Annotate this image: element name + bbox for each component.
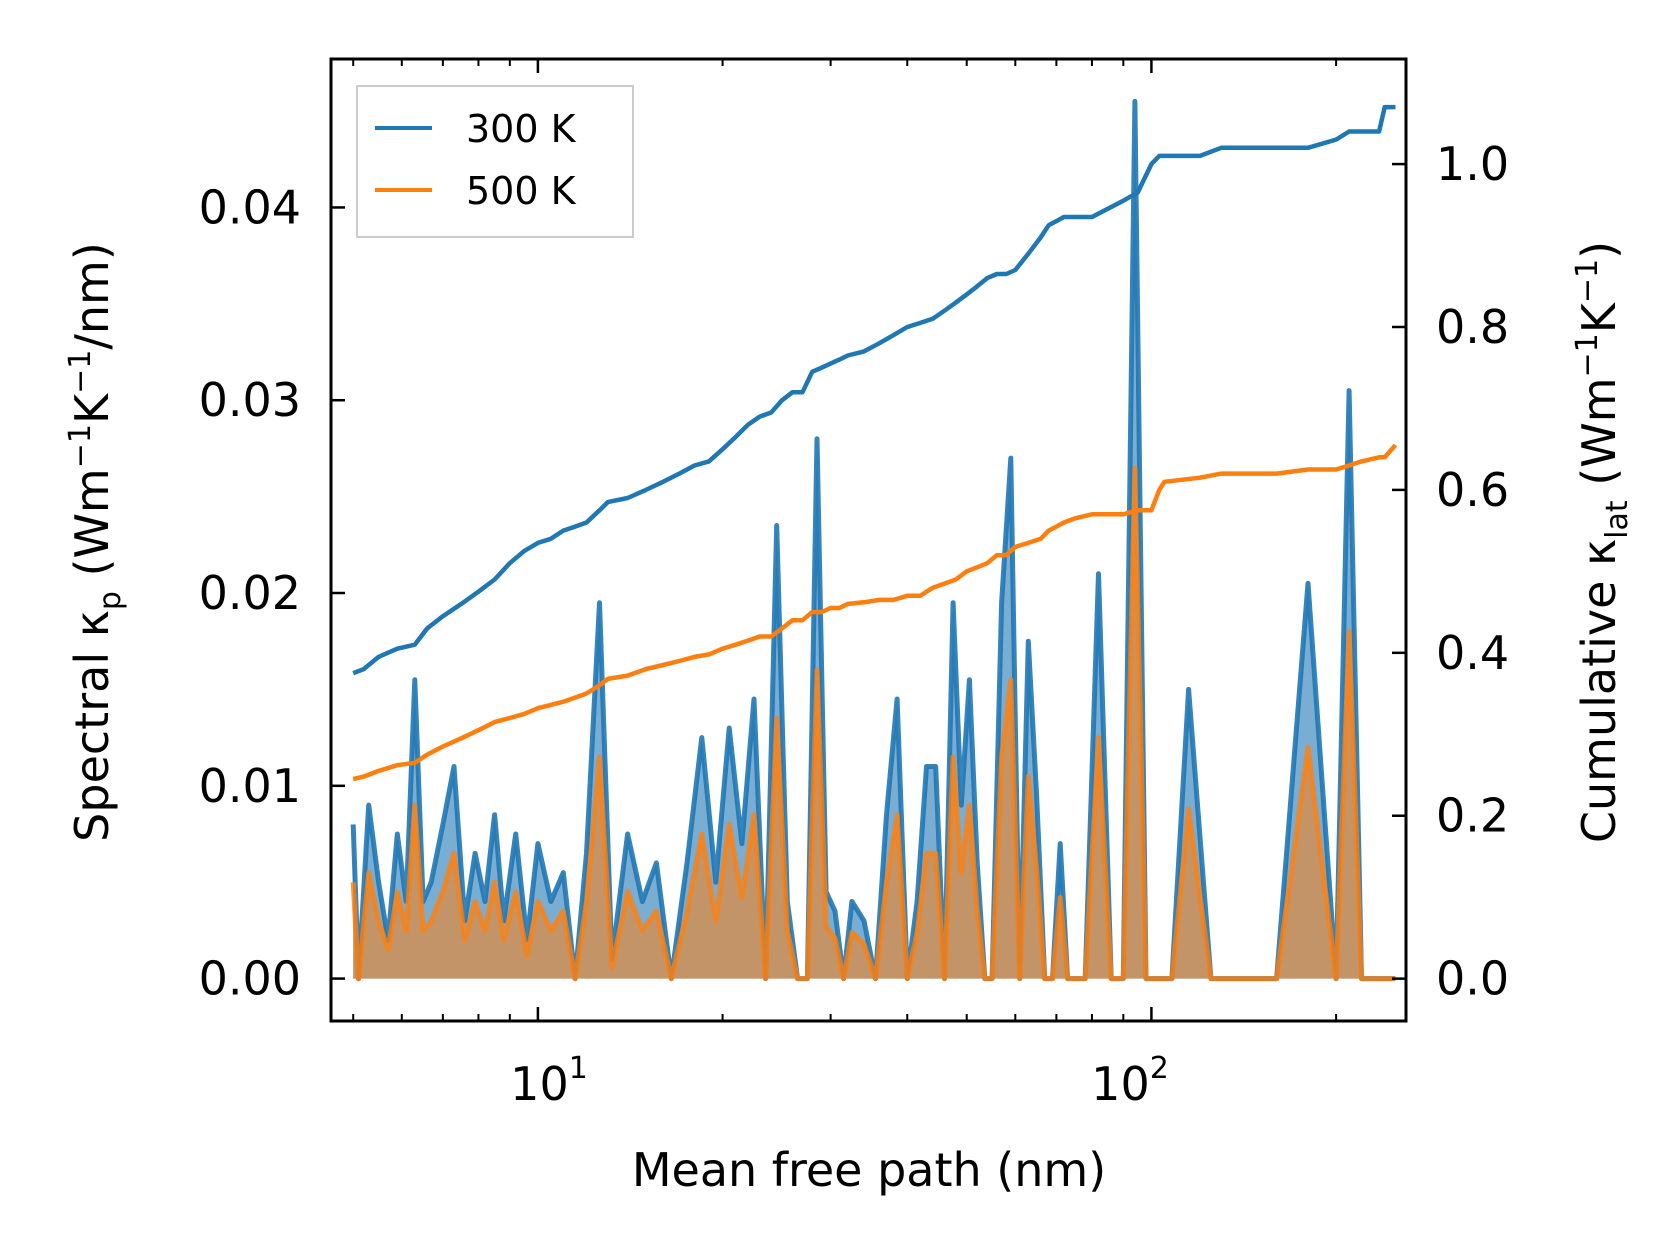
left-y-tick-label: 0.03 xyxy=(199,373,301,427)
right-y-tick-label: 0.6 xyxy=(1436,463,1509,517)
x-tick-label-10: 101 xyxy=(510,1051,588,1111)
right-y-tick-label: 0.0 xyxy=(1436,952,1509,1006)
legend-frame xyxy=(356,85,634,238)
right-y-tick-label: 0.4 xyxy=(1436,626,1509,680)
left-y-tick-label: 0.02 xyxy=(199,566,301,620)
legend-label-300k: 300 K xyxy=(466,107,577,151)
spectral-area-500k xyxy=(353,467,1396,979)
right-y-tick-label: 0.2 xyxy=(1436,789,1509,843)
left-y-tick-label: 0.01 xyxy=(199,759,301,813)
legend: 300 K 500 K xyxy=(356,85,634,238)
right-axis-title: Cumulative κlat (Wm−1K−1) xyxy=(1570,241,1635,843)
x-axis-title: Mean free path (nm) xyxy=(632,1143,1106,1197)
cumulative-line-500k xyxy=(352,443,1398,782)
x-tick-label-100: 102 xyxy=(1091,1051,1169,1111)
plot-content xyxy=(350,98,1398,982)
cumulative-line-300k xyxy=(352,104,1396,676)
left-y-tick-label: 0.00 xyxy=(199,952,301,1006)
spectral-line-500k xyxy=(350,465,1396,982)
axes-layer: 0.00 0.01 0.02 0.03 0.04 0.0 0.2 0.4 0.6 0.8 1.0 xyxy=(199,57,1509,1023)
right-y-tick-label: 1.0 xyxy=(1436,137,1509,191)
legend-label-500k: 500 K xyxy=(466,169,577,213)
left-y-tick-label: 0.04 xyxy=(199,180,301,234)
left-axis-title: Spectral κp (Wm−1K−1/nm) xyxy=(63,242,128,842)
plot-frame xyxy=(329,57,1408,1023)
spectral-line-300k xyxy=(350,98,1396,982)
right-y-tick-label: 0.8 xyxy=(1436,300,1509,354)
